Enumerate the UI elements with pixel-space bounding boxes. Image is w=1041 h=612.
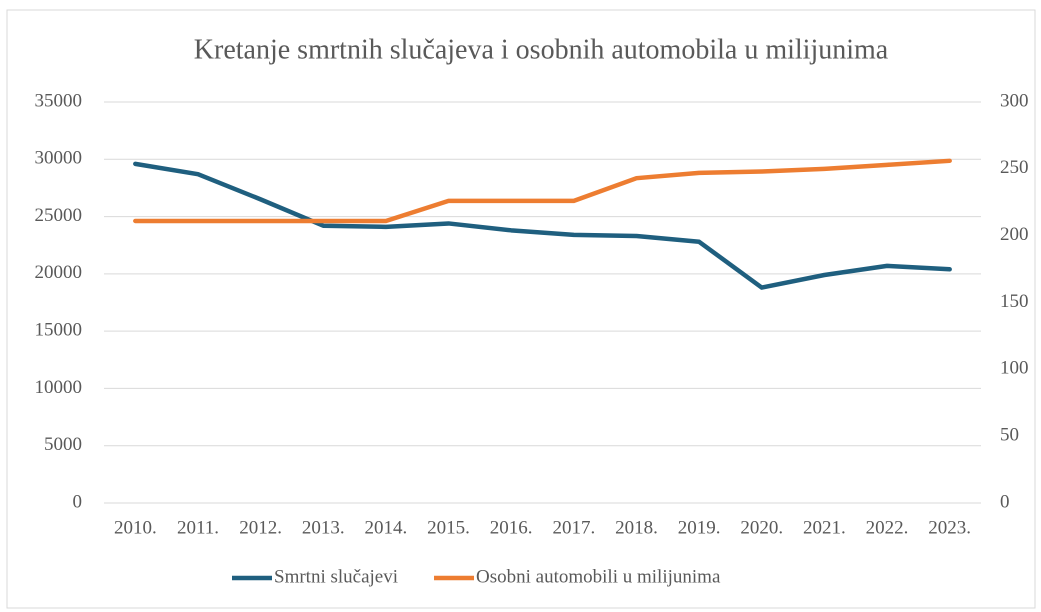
x-tick-label: 2013. bbox=[302, 517, 345, 538]
y-tick-label: 10000 bbox=[35, 377, 83, 398]
legend-label: Osobni automobili u milijunima bbox=[476, 566, 721, 587]
legend-label: Smrtni slučajevi bbox=[274, 566, 398, 587]
y2-tick-label: 250 bbox=[1000, 157, 1029, 178]
x-tick-label: 2011. bbox=[177, 517, 219, 538]
x-tick-label: 2018. bbox=[615, 517, 658, 538]
x-tick-label: 2022. bbox=[866, 517, 909, 538]
y-tick-label: 35000 bbox=[35, 90, 83, 111]
series-line bbox=[133, 161, 952, 290]
series-line bbox=[133, 158, 952, 224]
y-tick-label: 20000 bbox=[35, 262, 83, 283]
y-tick-label: 30000 bbox=[35, 148, 83, 169]
x-tick-label: 2017. bbox=[552, 517, 595, 538]
y-tick-label: 15000 bbox=[35, 320, 83, 341]
y2-tick-label: 0 bbox=[1000, 491, 1010, 512]
chart-border bbox=[6, 9, 1036, 609]
x-tick-label: 2012. bbox=[239, 517, 282, 538]
y2-tick-label: 300 bbox=[1000, 90, 1029, 111]
x-tick-label: 2016. bbox=[490, 517, 533, 538]
y-tick-label: 5000 bbox=[44, 434, 82, 455]
x-tick-label: 2015. bbox=[427, 517, 470, 538]
y2-tick-label: 200 bbox=[1000, 224, 1029, 245]
y2-tick-label: 150 bbox=[1000, 291, 1029, 312]
x-tick-label: 2023. bbox=[928, 517, 971, 538]
x-tick-label: 2014. bbox=[365, 517, 408, 538]
x-tick-label: 2019. bbox=[678, 517, 721, 538]
y2-tick-label: 50 bbox=[1000, 425, 1019, 446]
y-tick-label: 25000 bbox=[35, 205, 83, 226]
x-tick-label: 2020. bbox=[740, 517, 783, 538]
chart-title: Kretanje smrtnih slučajeva i osobnih aut… bbox=[194, 34, 889, 65]
x-tick-label: 2010. bbox=[114, 517, 157, 538]
y-tick-label: 0 bbox=[73, 491, 83, 512]
y2-tick-label: 100 bbox=[1000, 358, 1029, 379]
x-tick-label: 2021. bbox=[803, 517, 846, 538]
